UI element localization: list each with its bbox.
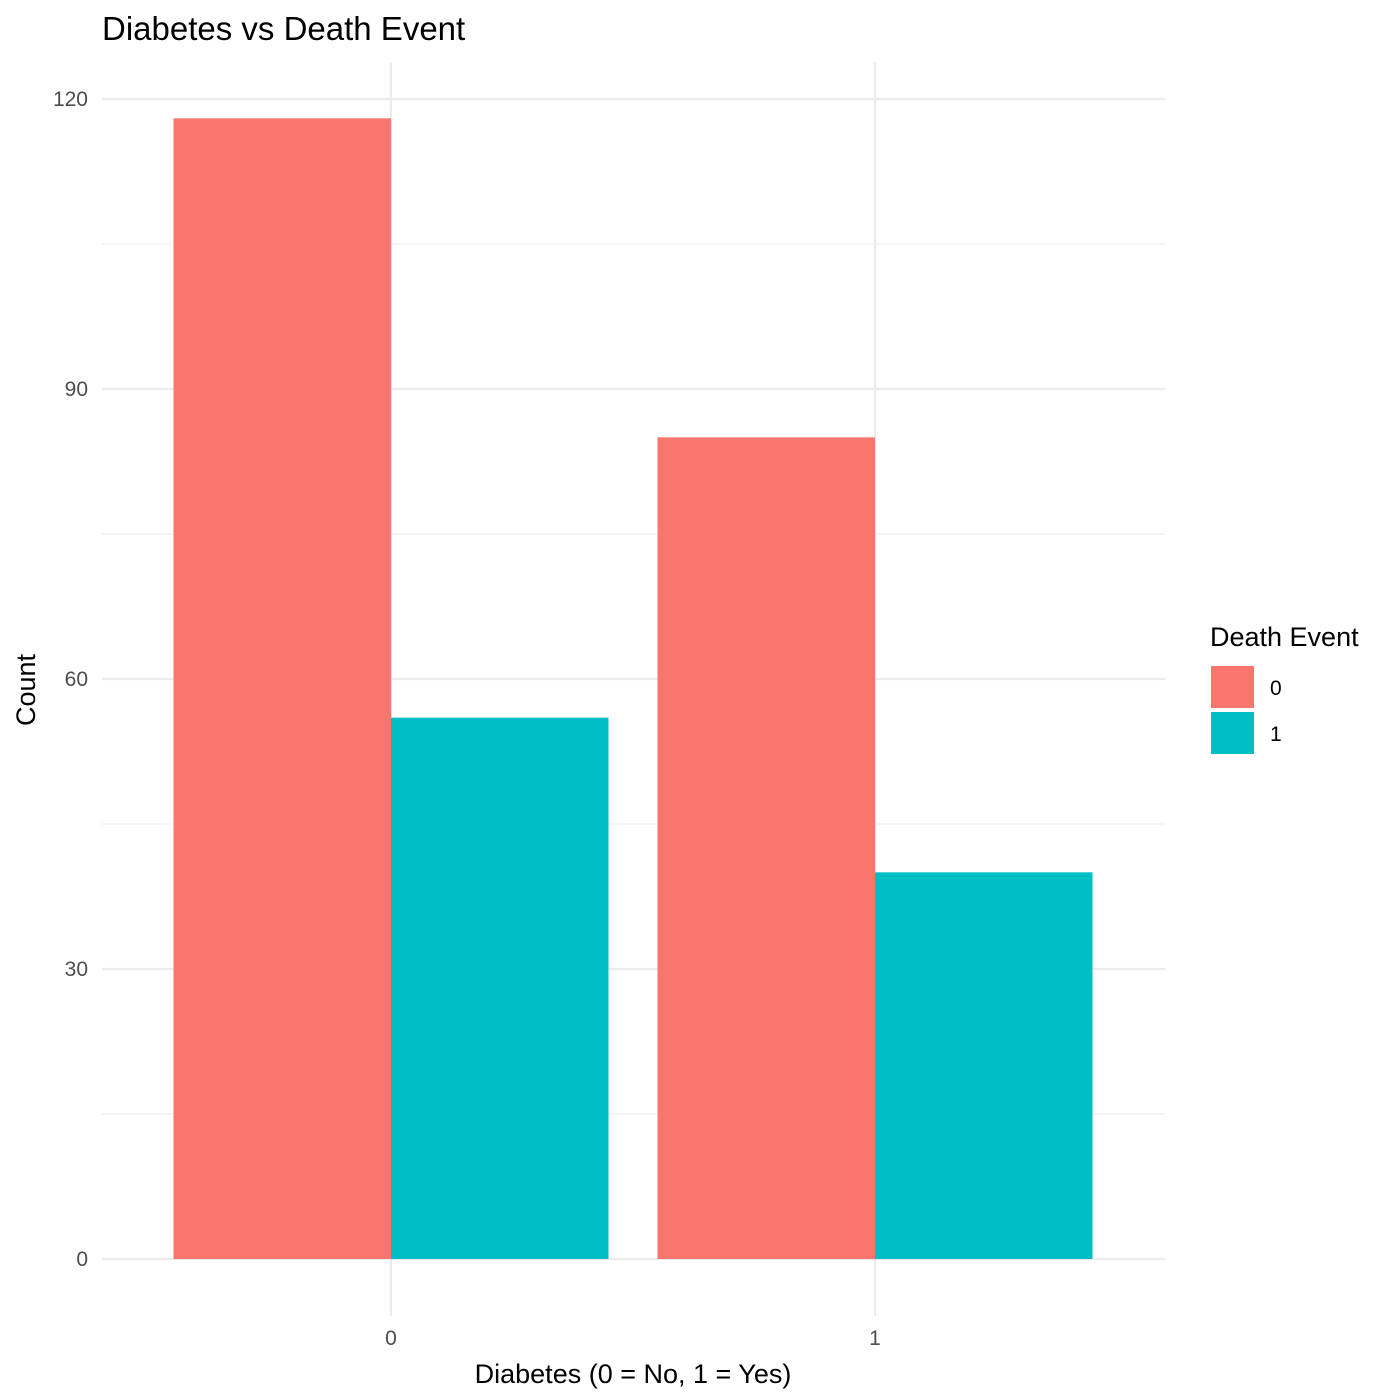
y-tick-label: 0 <box>76 1248 88 1271</box>
bar-1-series-1 <box>875 872 1093 1259</box>
legend-key-1 <box>1211 712 1254 754</box>
legend-label-0: 0 <box>1270 677 1282 700</box>
x-axis-title: Diabetes (0 = No, 1 = Yes) <box>475 1359 792 1389</box>
x-tick-label: 0 <box>385 1327 397 1350</box>
chart-title: Diabetes vs Death Event <box>102 10 465 47</box>
x-tick-label: 1 <box>869 1327 881 1350</box>
y-tick-label: 60 <box>65 668 88 691</box>
legend-items: 01 <box>1211 666 1282 754</box>
bars <box>173 118 1093 1259</box>
bar-1-series-0 <box>657 437 875 1259</box>
legend-label-1: 1 <box>1270 723 1282 746</box>
y-tick-label: 120 <box>53 88 88 111</box>
y-tick-label: 30 <box>65 958 88 981</box>
legend-title: Death Event <box>1210 622 1359 652</box>
tick-labels: 0 30 60 90 120 0 1 <box>53 88 881 1350</box>
bar-0-series-0 <box>173 118 391 1259</box>
legend: Death Event 01 <box>1210 622 1359 754</box>
y-axis-title: Count <box>11 653 41 726</box>
y-tick-label: 90 <box>65 378 88 401</box>
bar-0-series-1 <box>391 717 609 1259</box>
legend-key-0 <box>1211 666 1254 708</box>
